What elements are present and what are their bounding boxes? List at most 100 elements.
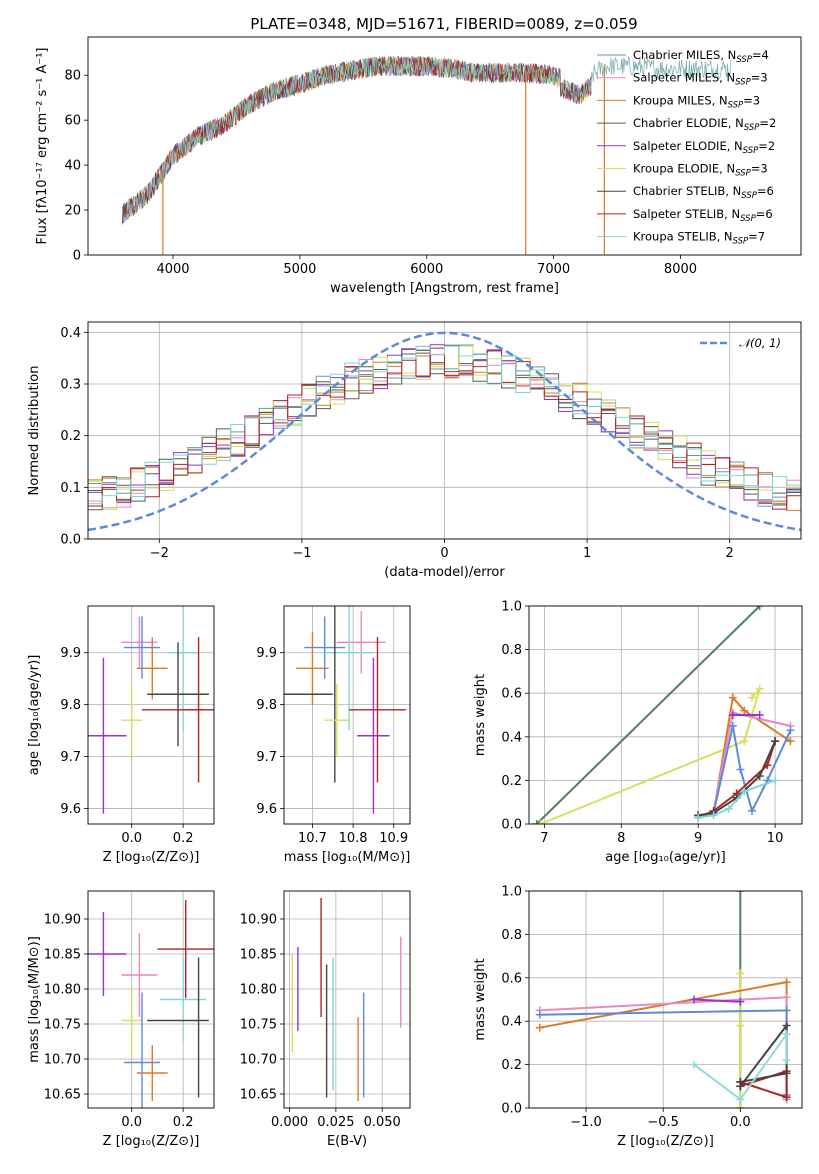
y-axis-label: Normed distribution (27, 366, 42, 496)
spectrum-line (121, 55, 592, 223)
panel-spectrum: 4000 5000 6000 7000 8000 0 20 40 60 80 wavelength … (35, 36, 802, 296)
y-tick-label: 0.6 (501, 687, 522, 702)
errorbar-point (357, 657, 390, 814)
axes-frame (528, 890, 803, 1109)
plot-area (535, 891, 791, 1108)
errorbar-point (124, 992, 160, 1108)
y-tick-label: 9.6 (60, 802, 81, 817)
histogram-series (88, 345, 801, 507)
normal-curve (88, 331, 801, 532)
y-tick-label: 9.8 (256, 698, 277, 713)
y-tick-label: 0.0 (501, 1102, 522, 1117)
plot-area (88, 331, 801, 532)
weight-marker (771, 776, 780, 785)
errorbar-point (121, 933, 158, 1017)
weight-marker (690, 1060, 699, 1069)
y-axis-label: age [log₁₀(age/yr)] (27, 655, 42, 776)
y-tick-label: 10.70 (44, 1053, 81, 1068)
y-tick-label: 20 (64, 204, 81, 219)
y-tick-label: 40 (64, 159, 81, 174)
y-tick-label: 10.90 (44, 913, 81, 928)
weight-marker (724, 804, 733, 813)
x-tick-label: 0.0 (121, 1115, 142, 1130)
figure-title: PLATE=0348, MJD=51671, FIBERID=0089, z=0… (250, 15, 637, 33)
x-tick-label: 2 (726, 546, 734, 561)
y-tick-label: 0 (73, 249, 81, 264)
errorbar-point (88, 912, 127, 996)
y-tick-label: 0.1 (60, 481, 81, 496)
y-tick-label: 9.8 (60, 698, 81, 713)
weight-marker (535, 1023, 544, 1032)
x-axis-label: (data-model)/error (384, 565, 505, 580)
legend-entry: Chabrier STELIB, NSSP=6 (633, 184, 774, 201)
y-tick-label: 0.8 (501, 928, 522, 943)
x-tick-label: 1 (583, 546, 591, 561)
weight-marker (740, 706, 749, 715)
weight-marker (755, 711, 764, 719)
y-tick-label: 0.0 (60, 533, 81, 548)
errorbar-point (324, 683, 350, 757)
x-tick-label: 4000 (156, 262, 189, 277)
weight-line (693, 1031, 788, 1101)
y-tick-label: 10.90 (240, 913, 277, 928)
x-tick-label: 0 (440, 546, 448, 561)
weight-marker (736, 1104, 745, 1108)
y-tick-label: 10.65 (44, 1088, 81, 1103)
x-axis-label: E(B-V) (327, 1134, 367, 1149)
y-tick-label: 0.2 (60, 429, 81, 444)
x-tick-label: −0.5 (647, 1115, 679, 1130)
histogram-series (88, 347, 801, 510)
y-tick-label: 1.0 (501, 600, 522, 615)
x-axis-label: mass [log₁₀(M/M⊙)] (284, 850, 411, 865)
y-tick-label: 10.85 (44, 948, 81, 963)
x-axis-label: age [log₁₀(age/yr)] (605, 850, 726, 865)
weight-marker (532, 820, 541, 824)
y-tick-label: 10.65 (240, 1088, 277, 1103)
errorbar-point (121, 683, 142, 757)
y-tick-label: 9.9 (60, 646, 81, 661)
x-tick-label: 0.000 (271, 1115, 308, 1130)
axes-frame (87, 321, 802, 540)
x-tick-label: 10.7 (298, 831, 327, 846)
y-tick-label: 0.6 (501, 971, 522, 986)
legend-entry: Salpeter ELODIE, NSSP=2 (633, 139, 775, 156)
x-tick-label: −1.0 (570, 1115, 602, 1130)
panel-mass-weight-vs-age: 7 8 9 10 0.0 0.2 0.4 0.6 0.8 1.0 age [log₁₀(age/yr… (473, 600, 803, 865)
weight-marker (782, 1069, 791, 1078)
panel-age-vs-mass: 10.7 10.8 10.9 9.6 9.7 9.8 9.9 mass [log₁₀(M/M⊙… (256, 605, 411, 865)
y-tick-label: 0.3 (60, 378, 81, 393)
panel-mass-weight-vs-Z: −1.0 −0.5 0.0 0.0 0.2 0.4 0.6 0.8 1.0 Z [log₁₀(Z/… (473, 885, 803, 1149)
axes-frame (87, 890, 215, 1109)
legend-entry: Salpeter STELIB, NSSP=6 (633, 207, 773, 224)
errorbar-point (121, 985, 142, 1056)
weight-marker (728, 693, 737, 702)
y-tick-label: 60 (64, 114, 81, 129)
x-axis-label: Z [log₁₀(Z/Z⊙)] (617, 1134, 714, 1149)
y-tick-label: 9.6 (256, 802, 277, 817)
x-tick-label: 8 (617, 831, 625, 846)
weight-marker (740, 787, 749, 796)
weight-marker (782, 993, 791, 1002)
axes-frame (87, 36, 802, 256)
weight-marker (690, 995, 699, 1004)
weight-line (739, 1069, 788, 1099)
weight-marker (709, 811, 718, 820)
y-tick-label: 0.4 (60, 326, 81, 341)
y-axis-label: mass weight (473, 958, 488, 1040)
panel-mass-vs-Z: 0.0 0.2 10.65 10.70 10.75 10.80 10.85 10.90 Z [l… (27, 890, 215, 1149)
panel-residuals: −2 −1 0 1 2 0.0 0.1 0.2 0.3 0.4 (data-model)/error… (27, 321, 802, 580)
y-tick-label: 10.80 (240, 983, 277, 998)
y-axis-label: Flux [fλ10⁻¹⁷ erg cm⁻² s⁻¹ A⁻¹] (35, 48, 50, 245)
weight-marker (736, 997, 745, 1006)
y-tick-label: 0.4 (501, 1015, 522, 1030)
weight-marker (740, 737, 749, 746)
weight-marker (786, 737, 795, 746)
x-tick-label: 0.0 (121, 831, 142, 846)
weight-marker (786, 726, 795, 735)
y-tick-label: 10.70 (240, 1053, 277, 1068)
x-tick-label: −2 (150, 546, 169, 561)
weight-marker (771, 737, 780, 746)
y-tick-label: 0.2 (501, 774, 522, 789)
x-tick-label: 0.2 (173, 831, 194, 846)
